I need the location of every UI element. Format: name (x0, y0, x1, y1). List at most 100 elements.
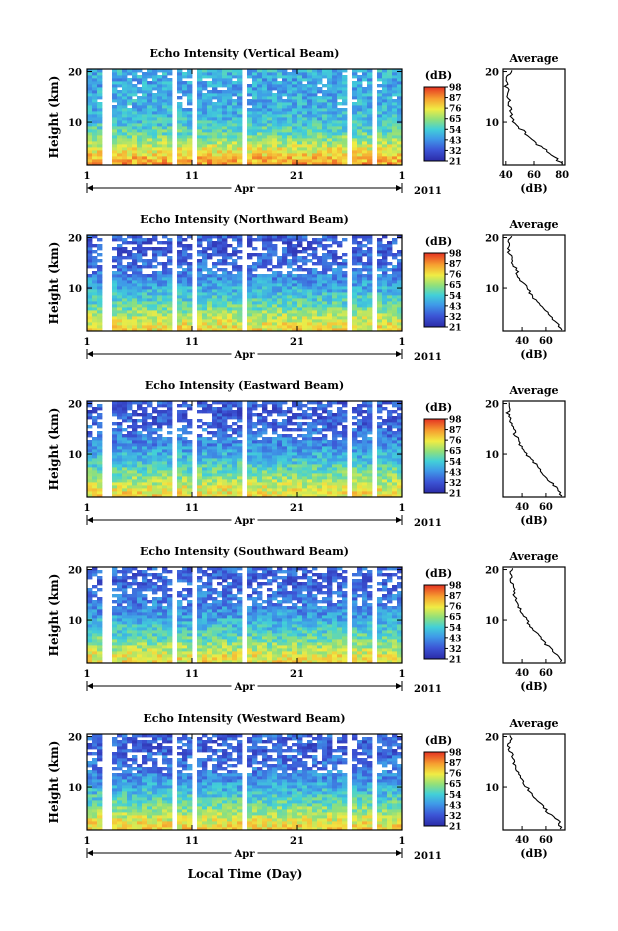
heatmap-cell (122, 301, 128, 305)
heatmap-cell (117, 289, 123, 293)
heatmap-cell (322, 313, 328, 317)
heatmap-cell (367, 90, 373, 94)
heatmap-cell (352, 81, 358, 85)
heatmap-cell (327, 310, 333, 314)
heatmap-cell (307, 479, 313, 483)
heatmap-cell (197, 479, 203, 483)
heatmap-cell (272, 126, 278, 130)
heatmap-cell (187, 292, 193, 296)
heatmap-cell (317, 479, 323, 483)
heatmap-cell (182, 295, 188, 299)
heatmap-cell (167, 69, 173, 73)
heatmap-cell (387, 491, 393, 495)
heatmap-cell (227, 482, 233, 486)
heatmap-cell (212, 416, 218, 420)
heatmap-cell (312, 126, 318, 130)
heatmap-cell (257, 292, 263, 296)
heatmap-cell (222, 422, 228, 426)
heatmap-cell (182, 310, 188, 314)
heatmap-cell (182, 461, 188, 465)
heatmap-cell (367, 410, 373, 414)
heatmap-cell (272, 244, 278, 248)
heatmap-cell (332, 138, 338, 142)
heatmap-cell (92, 449, 98, 453)
heatmap-cell (112, 90, 118, 94)
heatmap-cell (392, 443, 398, 447)
heatmap-cell (152, 108, 158, 112)
heatmap-cell (117, 470, 123, 474)
heatmap-cell (312, 81, 318, 85)
heatmap-cell (217, 102, 223, 106)
heatmap-cell (362, 132, 368, 136)
heatmap-cell (317, 78, 323, 82)
heatmap-cell (302, 78, 308, 82)
heatmap-cell (202, 75, 208, 79)
heatmap-cell (222, 123, 228, 127)
heatmap-cell (137, 96, 143, 100)
heatmap-cell (152, 443, 158, 447)
heatmap-cell (122, 319, 128, 323)
heatmap-cell (112, 443, 118, 447)
heatmap-cell (392, 404, 398, 408)
heatmap-cell (332, 422, 338, 426)
heatmap-cell (187, 494, 193, 498)
heatmap-cell (382, 93, 388, 97)
heatmap-cell (332, 494, 338, 498)
heatmap-cell (237, 244, 243, 248)
heatmap-cell (322, 416, 328, 420)
heatmap-cell (307, 241, 313, 245)
colorbar-unit-label: (dB) (425, 69, 452, 82)
heatmap-cell (92, 156, 98, 160)
heatmap-cell (357, 144, 363, 148)
heatmap-cell (292, 319, 298, 323)
heatmap-cell (227, 111, 233, 115)
heatmap-cell (397, 156, 403, 160)
heatmap-cell (262, 328, 268, 332)
heatmap-cell (152, 99, 158, 103)
heatmap-cell (332, 470, 338, 474)
heatmap-cell (197, 467, 203, 471)
heatmap-cell (282, 301, 288, 305)
heatmap-cell (197, 262, 203, 266)
heatmap-cell (322, 123, 328, 127)
heatmap-cell (382, 150, 388, 154)
heatmap-cell (207, 425, 213, 429)
heatmap-cell (387, 132, 393, 136)
heatmap-cell (302, 313, 308, 317)
heatmap-cell (387, 138, 393, 142)
heatmap-cell (202, 473, 208, 477)
heatmap-cell (202, 99, 208, 103)
heatmap-cell (117, 488, 123, 492)
heatmap-cell (342, 132, 348, 136)
heatmap-cell (152, 78, 158, 82)
heatmap-cell (312, 325, 318, 329)
heatmap-cell (327, 313, 333, 317)
heatmap-cell (247, 479, 253, 483)
heatmap-cell (122, 132, 128, 136)
heatmap-cell (327, 96, 333, 100)
heatmap-cell (147, 241, 153, 245)
heatmap-cell (112, 325, 118, 329)
heatmap-cell (362, 325, 368, 329)
heatmap-cell (167, 322, 173, 326)
heatmap-cell (252, 325, 258, 329)
heatmap-cell (137, 419, 143, 423)
heatmap-cell (157, 253, 163, 257)
heatmap-cell (207, 283, 213, 287)
heatmap-cell (117, 84, 123, 88)
heatmap-cell (352, 295, 358, 299)
heatmap-cell (117, 247, 123, 251)
heatmap-cell (157, 298, 163, 302)
heatmap-cell (312, 485, 318, 489)
heatmap-cell (292, 108, 298, 112)
heatmap-cell (307, 150, 313, 154)
heatmap-cell (262, 428, 268, 432)
heatmap-cell (267, 425, 273, 429)
heatmap-cell (257, 298, 263, 302)
heatmap-cell (177, 132, 183, 136)
heatmap-cell (157, 446, 163, 450)
heatmap-cell (367, 295, 373, 299)
heatmap-cell (337, 440, 343, 444)
heatmap-cell (367, 69, 373, 73)
heatmap-cell (312, 277, 318, 281)
